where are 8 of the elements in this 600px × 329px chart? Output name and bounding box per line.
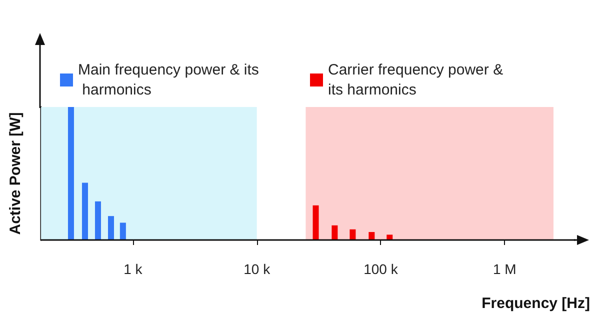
x-axis-title: Frequency [Hz]: [482, 295, 590, 312]
legend-label: Main frequency power & its harmonics: [78, 62, 259, 98]
x-tick-label: 1 M: [492, 261, 516, 277]
x-tick-label: 100 k: [364, 261, 399, 277]
x-tick-label: 1 k: [124, 261, 144, 277]
legend-label: Carrier frequency power & its harmonics: [328, 62, 508, 98]
y-axis-title: Active Power [W]: [7, 112, 24, 235]
x-tick-label: 10 k: [244, 261, 272, 277]
